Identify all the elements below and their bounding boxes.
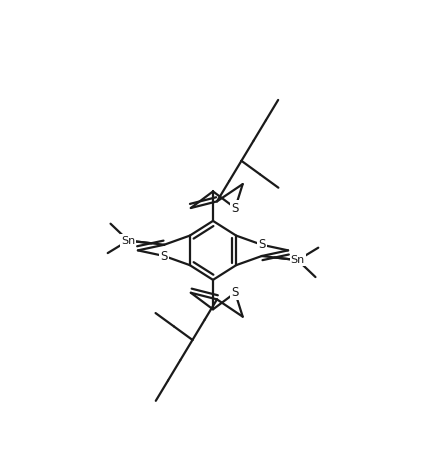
Text: S: S: [231, 202, 239, 214]
Text: S: S: [231, 286, 239, 299]
Text: S: S: [161, 249, 168, 263]
Text: S: S: [258, 238, 265, 251]
Text: Sn: Sn: [121, 235, 135, 246]
Text: Sn: Sn: [291, 255, 305, 265]
